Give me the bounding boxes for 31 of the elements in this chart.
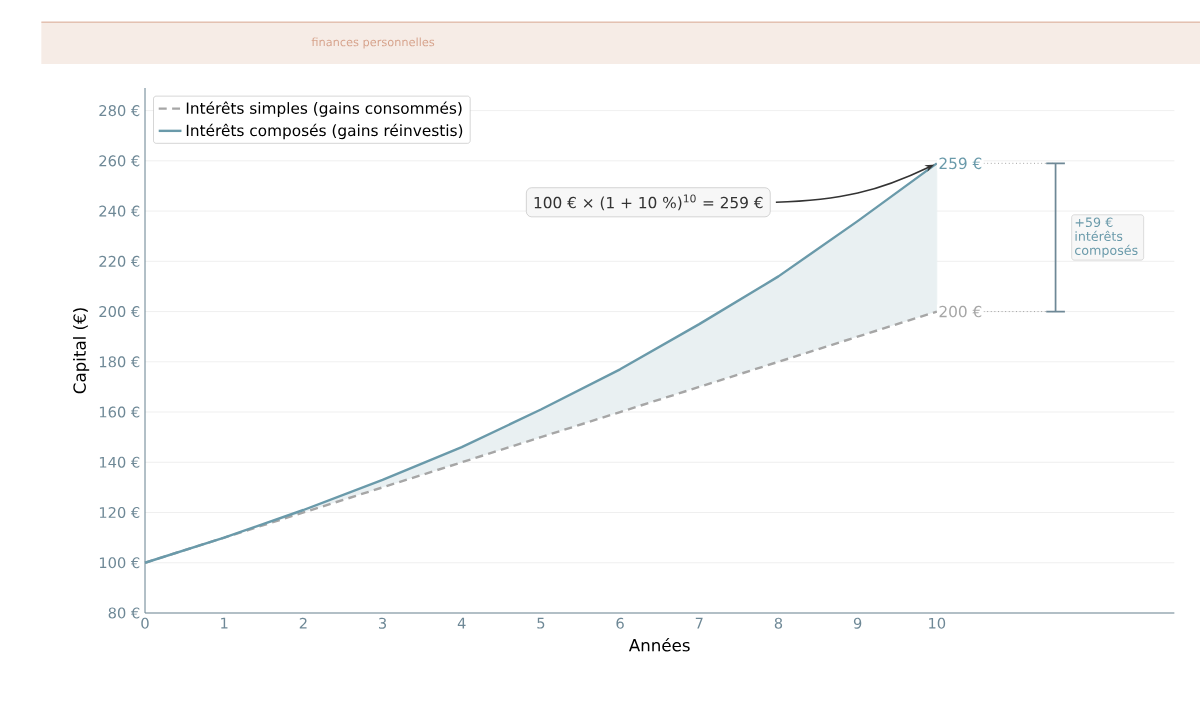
x-tick-label: 10 — [929, 617, 946, 629]
data-label: 200 € — [939, 305, 982, 318]
annotation: 100 € × (1 + 10 %)$^{10}$ = 259 € — [534, 194, 763, 211]
x-tick-label: 8 — [774, 617, 783, 629]
y-tick-label: 120 € — [99, 506, 140, 519]
x-tick-label: 1 — [221, 617, 228, 629]
x-tick-label: 9 — [853, 617, 862, 629]
y-tick-label: 180 € — [99, 356, 140, 368]
x-tick-label: 5 — [537, 617, 545, 629]
y-tick-label: 140 € — [99, 456, 140, 468]
x-tick-label: 7 — [695, 617, 703, 629]
x-tick-label: 6 — [616, 617, 624, 629]
x-axis-title: Années — [628, 637, 690, 652]
y-tick-label: 280 € — [99, 105, 140, 117]
data-label: 259 € — [939, 157, 982, 170]
y-tick-label: 160 € — [99, 406, 140, 418]
y-axis-title: Capital (€) — [73, 308, 90, 394]
legend-label: Intérêts simples (gains consommés) — [186, 101, 462, 117]
y-tick-label: 100 € — [99, 557, 140, 569]
y-tick-label: 240 € — [99, 205, 140, 217]
chart-subtitle: finances personnelles — [311, 37, 435, 49]
legend-label: Intérêts composés (gains réinvestis) — [186, 123, 463, 140]
y-tick-label: 220 € — [99, 255, 140, 267]
y-tick-label: 80 € — [108, 607, 140, 619]
y-tick-label: 200 € — [99, 306, 140, 318]
x-tick-label: 3 — [378, 617, 387, 629]
y-tick-label: 260 € — [99, 155, 140, 167]
x-tick-label: 2 — [299, 617, 307, 629]
x-tick-label: 4 — [457, 617, 466, 629]
annotation: +59 € intérêts composés — [1075, 217, 1138, 258]
x-tick-label: 0 — [141, 617, 149, 629]
